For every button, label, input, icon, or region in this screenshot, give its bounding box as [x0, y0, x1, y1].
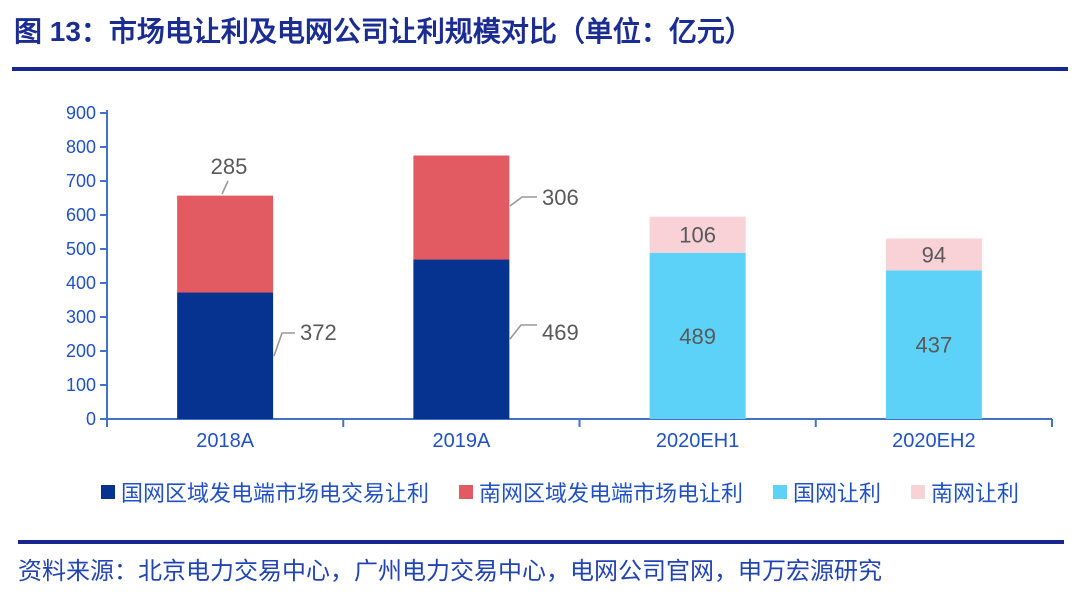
figure-title: 图 13：市场电让利及电网公司让利规模对比（单位：亿元） — [14, 16, 753, 47]
y-axis-label: 800 — [66, 137, 96, 157]
bar-segment-2018A-series0 — [177, 292, 274, 419]
y-axis-label: 400 — [66, 273, 96, 293]
y-axis-label: 600 — [66, 205, 96, 225]
y-axis-label: 700 — [66, 171, 96, 191]
legend-label: 南网让利 — [931, 481, 1020, 506]
legend-label: 南网区域发电端市场电让利 — [478, 481, 743, 506]
legend-item-2: 南网区域发电端市场电让利 — [458, 476, 743, 508]
bar-segment-2020EH1-series3 — [649, 216, 746, 253]
legend-label: 国网区域发电端市场电交易让利 — [120, 481, 429, 506]
legend-swatch — [458, 485, 473, 499]
source-note: 资料来源：北京电力交易中心，广州电力交易中心，电网公司官网，申万宏源研究 — [18, 558, 882, 585]
leader-line — [509, 324, 537, 340]
data-label: 285 — [211, 154, 248, 179]
data-label: 469 — [542, 320, 579, 345]
data-label: 489 — [679, 324, 716, 349]
bar-segment-2019A-series1 — [413, 155, 510, 260]
title-divider — [12, 67, 1068, 71]
legend-item-4: 南网让利 — [911, 476, 1019, 508]
y-axis-label: 0 — [86, 409, 96, 429]
x-axis-label: 2020EH2 — [892, 430, 975, 452]
x-axis-label: 2019A — [432, 430, 490, 452]
data-label: 372 — [300, 320, 337, 345]
chart-legend: 国网区域发电端市场电交易让利 南网区域发电端市场电让利 国网让利 南网让利 — [40, 476, 1080, 508]
legend-item-3: 国网让利 — [773, 476, 881, 508]
legend-swatch — [911, 485, 926, 499]
y-axis-label: 100 — [66, 375, 96, 395]
legend-swatch — [100, 485, 115, 499]
bar-segment-2018A-series1 — [177, 195, 274, 293]
leader-line — [273, 332, 295, 357]
leader-line — [221, 180, 229, 195]
source-divider — [18, 540, 1064, 544]
bar-segment-2020EH1-series2 — [649, 252, 746, 419]
legend-label: 国网让利 — [793, 481, 882, 506]
data-label: 106 — [679, 223, 716, 248]
legend-item-1: 国网区域发电端市场电交易让利 — [100, 476, 429, 508]
leader-line — [509, 196, 537, 207]
data-label: 306 — [542, 185, 579, 210]
data-label: 437 — [916, 333, 953, 358]
x-axis-label: 2020EH1 — [656, 430, 739, 452]
x-axis-label: 2018A — [196, 430, 254, 452]
bar-segment-2019A-series0 — [413, 259, 510, 419]
bar-segment-2020EH2-series2 — [885, 270, 982, 419]
y-axis-label: 200 — [66, 341, 96, 361]
legend-swatch — [773, 485, 787, 499]
y-axis-label: 900 — [66, 103, 96, 123]
y-axis-label: 500 — [66, 239, 96, 259]
y-axis-label: 300 — [66, 307, 96, 327]
data-label: 94 — [922, 242, 946, 267]
bar-segment-2020EH2-series3 — [885, 238, 982, 271]
